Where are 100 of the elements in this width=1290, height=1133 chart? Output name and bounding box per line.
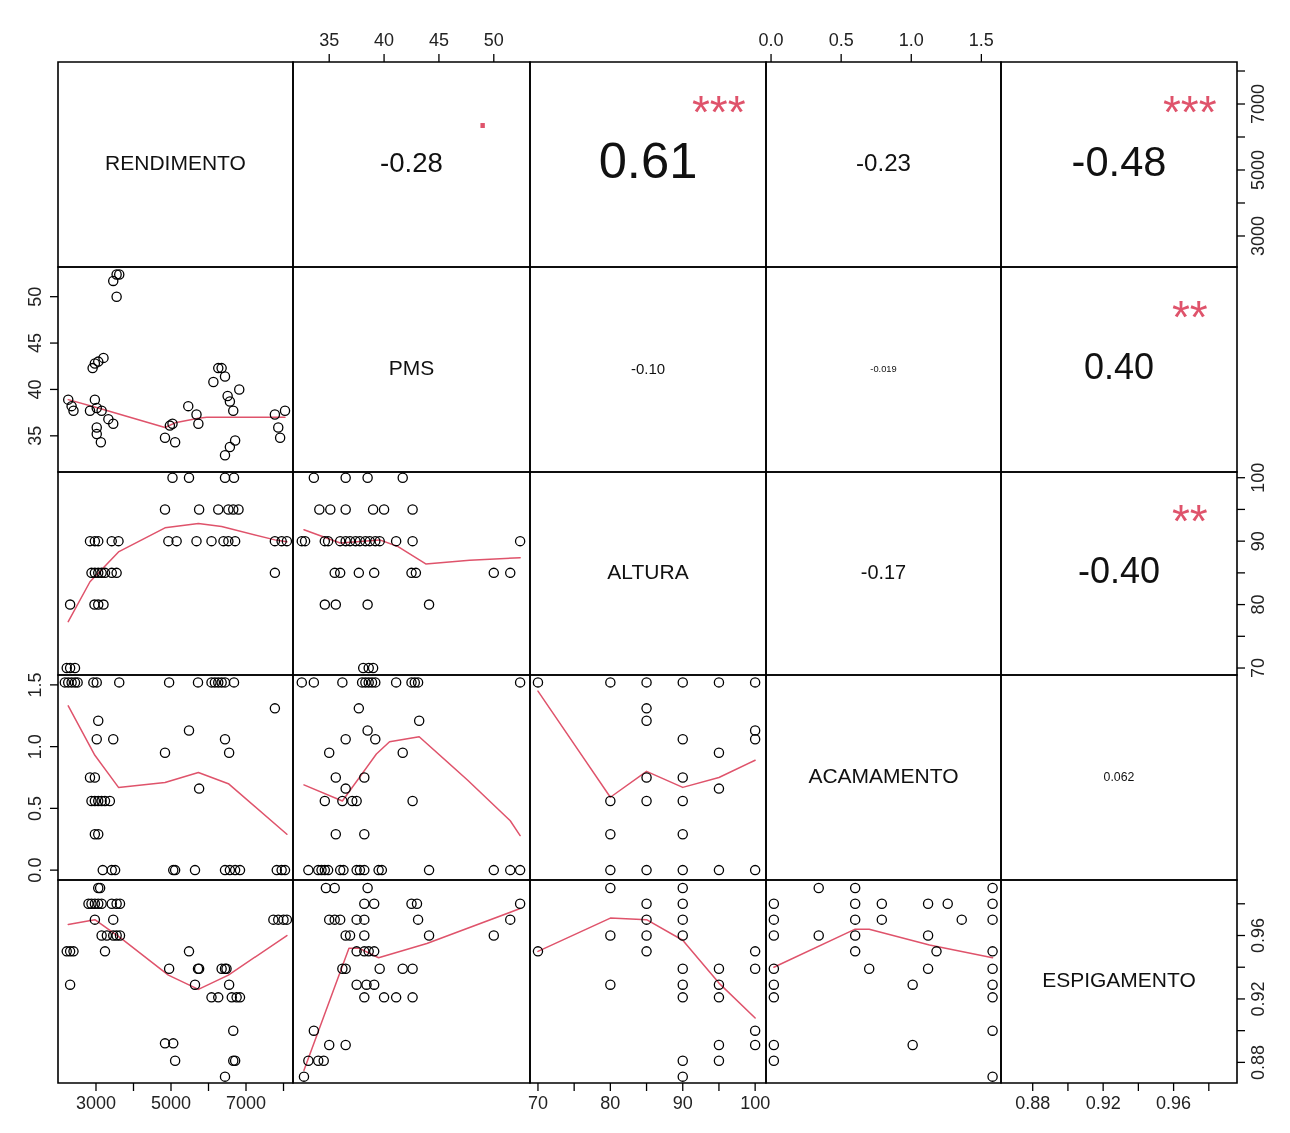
point [368, 898, 380, 910]
point [363, 946, 374, 957]
y-tick-label: 45 [24, 333, 45, 354]
point [407, 795, 418, 807]
y-tick-label: 0.92 [1247, 981, 1268, 1017]
point [677, 864, 688, 876]
annotation: -0.48 [1071, 137, 1167, 185]
point [219, 472, 231, 483]
point [713, 992, 725, 1003]
point [354, 864, 366, 876]
point [68, 405, 79, 417]
point [296, 677, 308, 688]
point [224, 396, 236, 407]
point [605, 677, 616, 688]
point [351, 979, 362, 990]
point [159, 747, 171, 759]
point [350, 535, 361, 547]
point [373, 864, 384, 876]
point [677, 898, 688, 910]
x-tick-label: 40 [374, 29, 395, 50]
point [677, 677, 688, 688]
point [159, 1038, 171, 1049]
point [351, 914, 362, 925]
point [229, 535, 241, 547]
point [987, 898, 998, 910]
point [219, 733, 231, 745]
point [66, 400, 77, 412]
point [605, 864, 616, 876]
point [605, 930, 616, 941]
point [330, 829, 342, 840]
point [390, 992, 402, 1003]
point [488, 930, 500, 941]
point [111, 930, 122, 941]
text: -0.17 [860, 560, 907, 583]
point [323, 1039, 335, 1051]
point [340, 504, 351, 515]
point [168, 1038, 179, 1049]
point [223, 504, 234, 515]
point [223, 979, 235, 990]
point [92, 599, 104, 610]
point [749, 963, 761, 975]
point [114, 930, 126, 941]
point [84, 535, 96, 547]
point [987, 979, 998, 990]
point [942, 898, 953, 910]
point [208, 376, 219, 388]
point [677, 914, 688, 925]
point [359, 829, 370, 840]
point [334, 864, 346, 876]
point [514, 677, 526, 688]
point [363, 662, 374, 674]
point [84, 405, 96, 417]
point [374, 535, 385, 547]
point [907, 1039, 918, 1051]
point [406, 898, 417, 910]
point [64, 946, 76, 957]
x-tick-label: 0.92 [1085, 1092, 1121, 1113]
point [410, 567, 422, 579]
text: ** [1171, 290, 1208, 343]
y-tick-label: 90 [1247, 531, 1268, 552]
point [269, 703, 281, 714]
point [101, 930, 113, 941]
point [768, 1039, 780, 1051]
point [234, 384, 245, 395]
x-tick-label: 45 [428, 29, 449, 50]
point [376, 864, 388, 876]
point [233, 504, 244, 515]
point [351, 795, 362, 807]
point [189, 979, 201, 990]
point [406, 567, 417, 579]
point [677, 930, 688, 941]
y-tick-label: 80 [1247, 594, 1268, 615]
point [234, 864, 246, 876]
point [359, 864, 370, 876]
point [407, 504, 418, 515]
point [987, 1071, 998, 1082]
point [532, 677, 544, 688]
point [234, 992, 246, 1003]
point [351, 946, 362, 957]
point [356, 677, 368, 688]
point [193, 418, 204, 430]
point [361, 979, 372, 990]
x-tick-label: 0.88 [1015, 1092, 1051, 1113]
point [749, 733, 761, 745]
point [362, 472, 373, 483]
point [605, 979, 616, 990]
point [344, 535, 356, 547]
point [312, 1055, 324, 1067]
point [206, 677, 217, 688]
point [228, 677, 240, 688]
point [96, 795, 107, 807]
point [340, 535, 351, 547]
point [224, 441, 236, 453]
point [97, 864, 108, 876]
y-tick-label: 1.5 [24, 672, 45, 698]
point [64, 599, 76, 610]
point [359, 946, 370, 957]
point [308, 472, 320, 483]
y-tick-label: 1.0 [24, 734, 45, 760]
point [114, 898, 126, 910]
